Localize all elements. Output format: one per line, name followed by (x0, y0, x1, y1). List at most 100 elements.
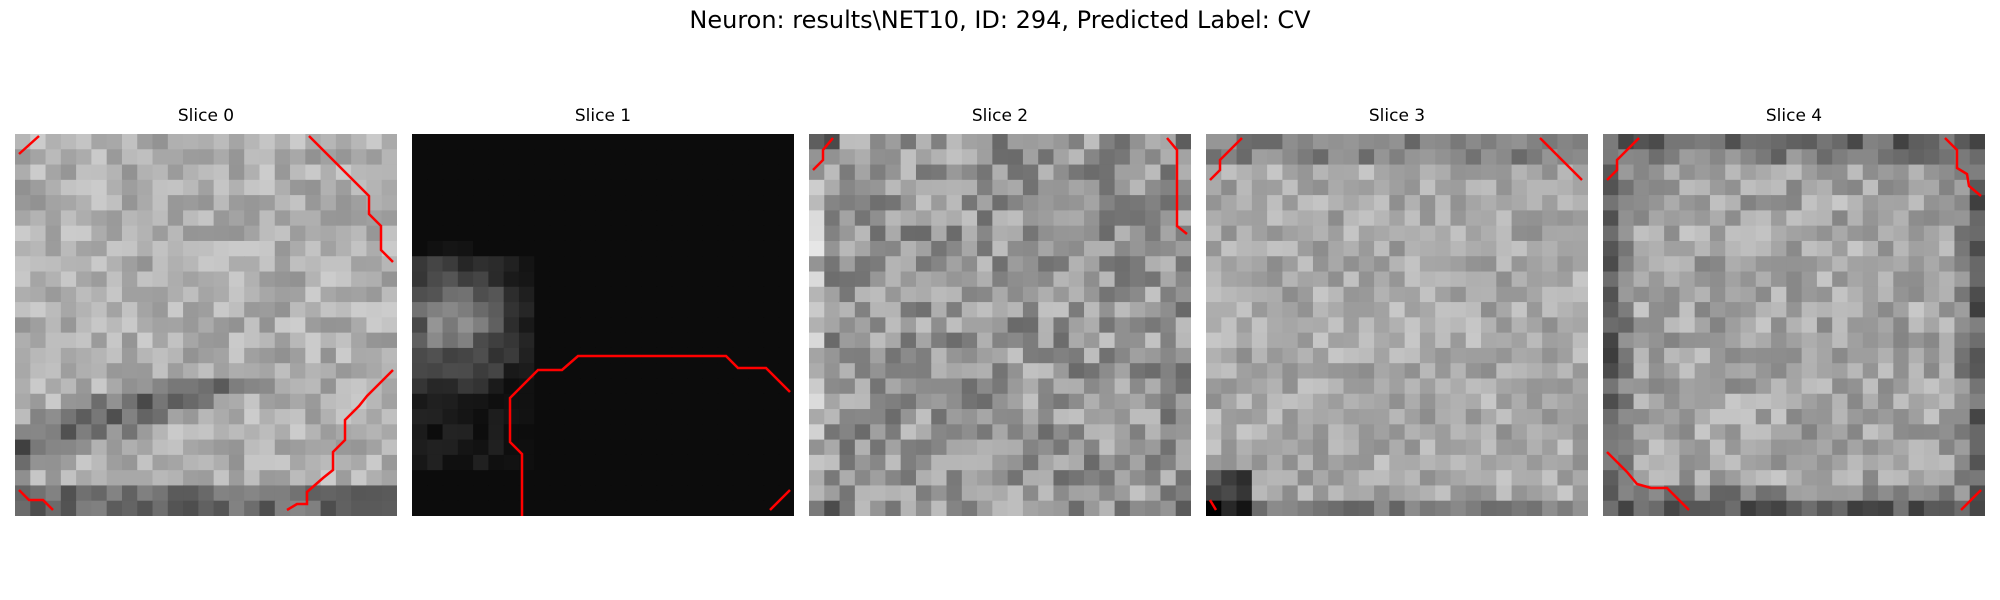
pixel-cell (366, 393, 383, 410)
pixel-cell (45, 332, 62, 349)
pixel-cell (549, 332, 566, 349)
pixel-cell (702, 286, 719, 303)
pixel-cell (1618, 439, 1635, 456)
pixel-cell (305, 378, 322, 395)
pixel-cell (1129, 470, 1146, 487)
pixel-cell (137, 439, 154, 456)
pixel-cell (564, 225, 581, 242)
pixel-cell (1038, 256, 1055, 273)
pixel-cell (1557, 256, 1574, 273)
pixel-cell (687, 424, 703, 441)
pixel-cell (198, 424, 215, 441)
pixel-cell (900, 210, 917, 227)
pixel-cell (76, 286, 92, 303)
pixel-cell (121, 256, 138, 273)
pixel-cell (809, 439, 825, 456)
pixel-cell (1878, 363, 1894, 380)
pixel-cell (1786, 302, 1803, 318)
pixel-cell (1084, 240, 1100, 257)
pixel-cell (1465, 164, 1482, 181)
pixel-cell (1481, 424, 1497, 441)
pixel-cell (213, 485, 230, 502)
pixel-cell (305, 149, 322, 166)
pixel-cell (305, 409, 322, 425)
pixel-cell (121, 271, 138, 288)
pixel-cell (671, 179, 688, 196)
pixel-cell (1496, 164, 1513, 181)
pixel-cell (1954, 347, 1971, 364)
pixel-cell (1618, 424, 1635, 441)
pixel-cell (1496, 470, 1513, 487)
pixel-cell (1572, 409, 1588, 425)
pixel-cell (1939, 500, 1956, 516)
pixel-cell (1648, 271, 1665, 288)
pixel-cell (534, 210, 551, 227)
slice-image-4 (1603, 134, 1985, 516)
pixel-cell (1740, 195, 1757, 211)
pixel-cell (1740, 409, 1757, 425)
pixel-cell (687, 271, 703, 288)
pixel-cell (992, 332, 1009, 349)
pixel-cell (1832, 409, 1849, 425)
pixel-cell (1832, 393, 1849, 410)
pixel-cell (412, 347, 428, 364)
pixel-cell (1694, 485, 1711, 502)
pixel-cell (351, 454, 368, 471)
pixel-cell (518, 286, 535, 303)
pixel-cell (961, 409, 978, 425)
pixel-cell (1771, 378, 1787, 395)
pixel-cell (1282, 286, 1299, 303)
pixel-cell (15, 240, 31, 257)
pixel-cell (625, 454, 642, 471)
pixel-cell (228, 286, 245, 303)
pixel-cell (244, 164, 261, 181)
pixel-cell (977, 302, 993, 318)
pixel-cell (137, 149, 154, 166)
pixel-cell (671, 500, 688, 516)
pixel-cell (1267, 179, 1283, 196)
pixel-cell (91, 485, 108, 502)
pixel-cell (1648, 195, 1665, 211)
pixel-cell (702, 439, 719, 456)
pixel-cell (610, 134, 627, 150)
pixel-cell (1312, 210, 1329, 227)
pixel-cell (335, 210, 352, 227)
pixel-cell (610, 210, 627, 227)
pixel-cell (488, 256, 505, 273)
pixel-cell (732, 164, 749, 181)
pixel-cell (534, 240, 551, 257)
pixel-cell (702, 225, 719, 242)
pixel-cell (1801, 409, 1818, 425)
pixel-cell (290, 454, 306, 471)
pixel-cell (671, 363, 688, 380)
pixel-cell (305, 500, 322, 516)
pixel-cell (1832, 378, 1849, 395)
pixel-cell (1542, 500, 1559, 516)
pixel-cell (1129, 378, 1146, 395)
pixel-cell (1633, 317, 1650, 334)
pixel-cell (1633, 485, 1650, 502)
pixel-cell (1878, 500, 1894, 516)
pixel-cell (290, 195, 306, 211)
pixel-cell (885, 164, 902, 181)
pixel-cell (1282, 424, 1299, 441)
pixel-cell (1969, 439, 1985, 456)
pixel-cell (290, 134, 306, 150)
pixel-cell (1084, 409, 1100, 425)
pixel-cell (641, 439, 658, 456)
pixel-cell (305, 240, 322, 257)
pixel-cell (442, 393, 459, 410)
pixel-cell (213, 149, 230, 166)
pixel-cell (595, 225, 612, 242)
pixel-cell (1847, 347, 1864, 364)
pixel-cell (961, 454, 978, 471)
pixel-cell (748, 195, 765, 211)
pixel-cell (1542, 347, 1559, 364)
pixel-cell (60, 210, 77, 227)
pixel-cell (1893, 485, 1910, 502)
pixel-cell (381, 225, 397, 242)
pixel-cell (641, 271, 658, 288)
pixel-cell (1786, 317, 1803, 334)
pixel-cell (1419, 164, 1436, 181)
pixel-cell (595, 439, 612, 456)
